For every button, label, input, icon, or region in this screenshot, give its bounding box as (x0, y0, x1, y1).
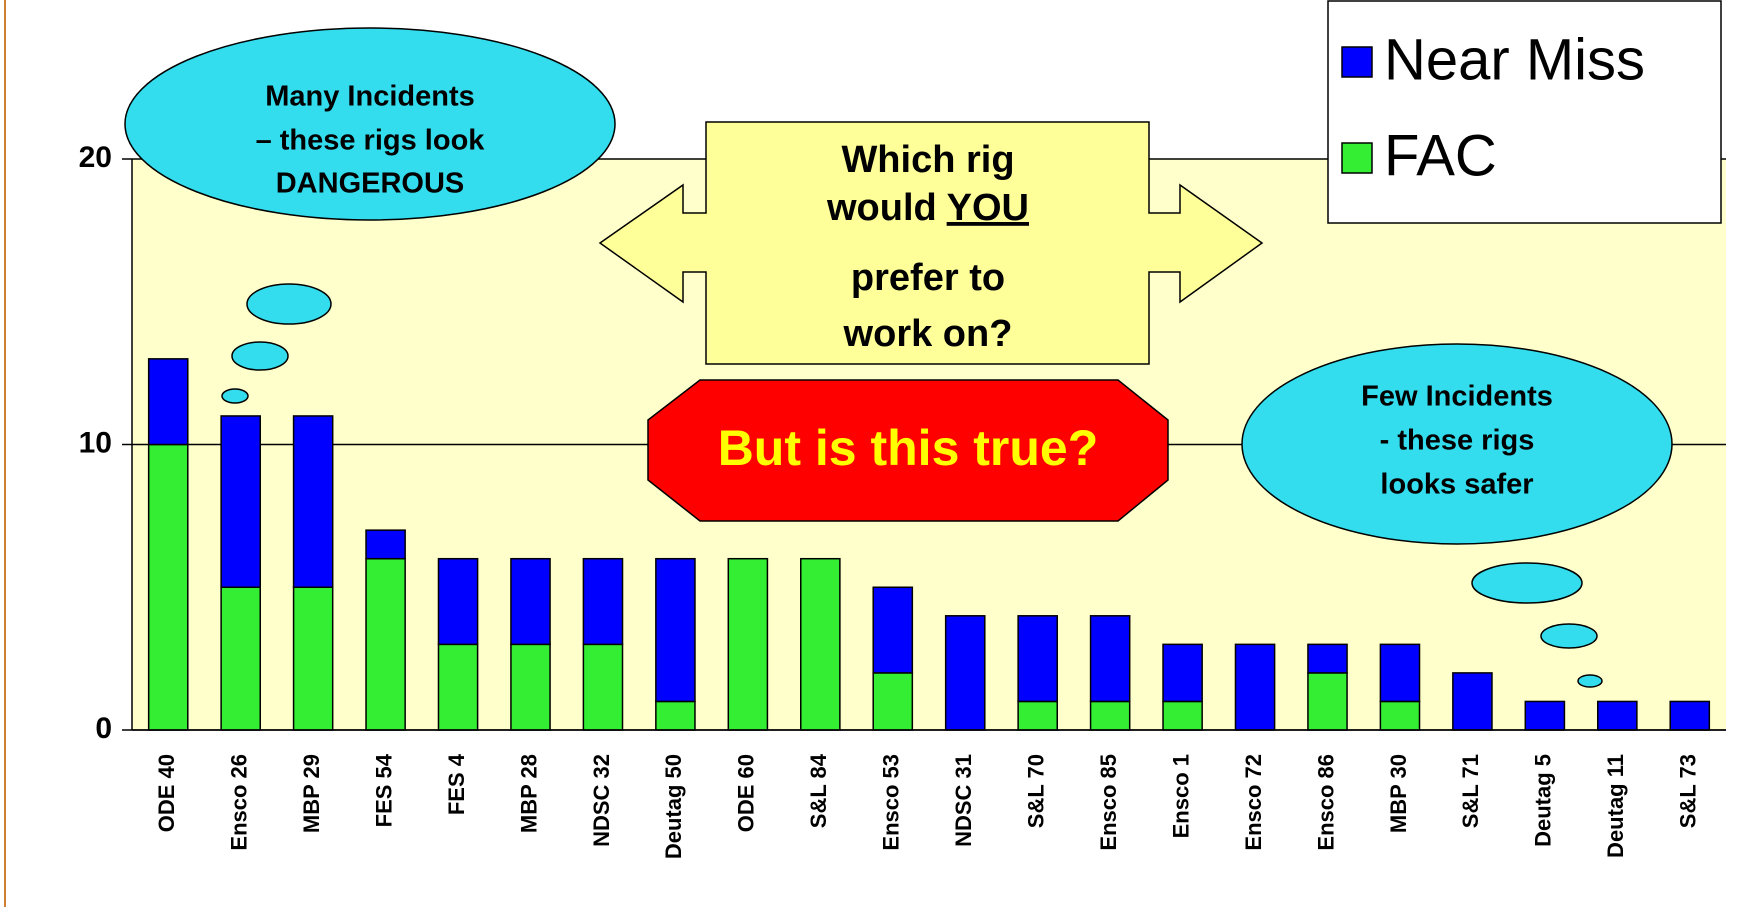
x-tick-label: Deutag 50 (661, 754, 686, 859)
bar-segment (1379, 700, 1421, 731)
cloud (124, 27, 616, 221)
bar-segment (292, 586, 334, 731)
bar-segment (510, 557, 551, 646)
left-cloud (124, 27, 616, 404)
x-tick-label: MBP 28 (516, 754, 541, 833)
callout-box (598, 121, 1264, 365)
legend-swatch (1341, 142, 1373, 174)
bubble (1577, 674, 1603, 688)
x-tick-label: S&L 73 (1676, 754, 1701, 828)
legend-label: Near Miss (1384, 27, 1645, 92)
bar-segment (1379, 643, 1421, 703)
y-tick-label: 10 (79, 426, 112, 459)
bar-segment (1089, 700, 1131, 731)
bar-segment (1234, 643, 1276, 731)
bubble (1471, 562, 1583, 604)
bar-segment (655, 557, 696, 703)
bar-segment (1524, 700, 1566, 731)
y-tick-label: 0 (95, 712, 112, 745)
bubble (246, 283, 332, 325)
cloud (1241, 343, 1673, 545)
x-tick-label: FES 4 (444, 753, 469, 815)
bar-segment (1307, 672, 1348, 731)
bar-segment (147, 358, 189, 446)
callout-text: prefer to (851, 257, 1005, 299)
bar-segment (147, 443, 189, 731)
bar-segment (872, 586, 914, 674)
bar-segment (1162, 700, 1203, 731)
bar-segment (582, 643, 624, 731)
x-tick-label: Ensco 53 (879, 754, 904, 851)
callout-emphasis: YOU (947, 187, 1029, 229)
cloud-text: Few Incidents (1361, 381, 1553, 413)
bar-segment (1307, 643, 1348, 674)
bar-segment (365, 557, 406, 731)
bar-segment (1017, 615, 1058, 703)
cloud-text: looks safer (1380, 469, 1533, 501)
legend (1327, 0, 1722, 224)
bar-segment (1452, 672, 1493, 731)
y-tick-label: 20 (79, 141, 112, 174)
x-tick-label: ODE 40 (154, 754, 179, 832)
x-tick-label: Ensco 1 (1168, 754, 1193, 838)
bar-segment (437, 643, 479, 731)
x-tick-label: FES 54 (371, 753, 396, 827)
bar-segment (582, 557, 624, 646)
x-tick-label: S&L 70 (1023, 754, 1048, 828)
x-tick-label: Ensco 86 (1313, 754, 1338, 851)
cloud-text: - these rigs (1380, 425, 1535, 457)
legend-label: FAC (1384, 123, 1497, 188)
bar-segment (1017, 700, 1058, 731)
x-tick-label: MBP 29 (299, 754, 324, 833)
x-tick-label: Ensco 72 (1241, 754, 1266, 851)
cloud-text: – these rigs look (256, 125, 486, 157)
bar-segment (510, 643, 551, 731)
bar-segment (365, 529, 406, 560)
bar-segment (872, 672, 914, 731)
x-tick-label: S&L 71 (1458, 754, 1483, 828)
bubble (1540, 623, 1598, 649)
cloud-text: Many Incidents (265, 81, 475, 113)
x-tick-label: Deutag 11 (1603, 754, 1628, 858)
x-tick-label: S&L 84 (806, 753, 831, 828)
warning-text: But is this true? (718, 420, 1099, 476)
x-tick-label: MBP 30 (1386, 754, 1411, 833)
cloud-text: DANGEROUS (276, 168, 465, 200)
marks (132, 158, 1726, 731)
bar-segment (1669, 700, 1711, 731)
callout-text: would YOU (826, 187, 1029, 229)
bar-segment (944, 615, 986, 731)
right-cloud (1241, 343, 1673, 688)
warning-octagon (647, 379, 1169, 522)
callout-text: work on? (843, 313, 1013, 355)
bar-segment (655, 700, 696, 731)
legend-swatch (1341, 46, 1373, 78)
bar-segment (220, 586, 261, 731)
callout-word: would (826, 187, 937, 229)
bubble (221, 388, 249, 404)
bar-segment (1597, 700, 1638, 731)
bar-segment (727, 557, 769, 731)
bar-segment (220, 415, 261, 589)
x-tick-label: NDSC 32 (589, 754, 614, 847)
x-tick-label: Deutag 5 (1531, 754, 1556, 847)
bar-segment (292, 415, 334, 589)
x-tick-label: ODE 60 (734, 754, 759, 832)
x-tick-label: Ensco 26 (226, 754, 251, 851)
bar-segment (1162, 643, 1203, 703)
bubble (231, 341, 289, 371)
callout-text: Which rig (841, 139, 1014, 181)
x-tick-label: Ensco 85 (1096, 754, 1121, 851)
x-tick-label: NDSC 31 (951, 754, 976, 847)
bar-segment (800, 557, 841, 731)
bar-segment (437, 557, 479, 646)
bar-segment (1089, 615, 1131, 703)
